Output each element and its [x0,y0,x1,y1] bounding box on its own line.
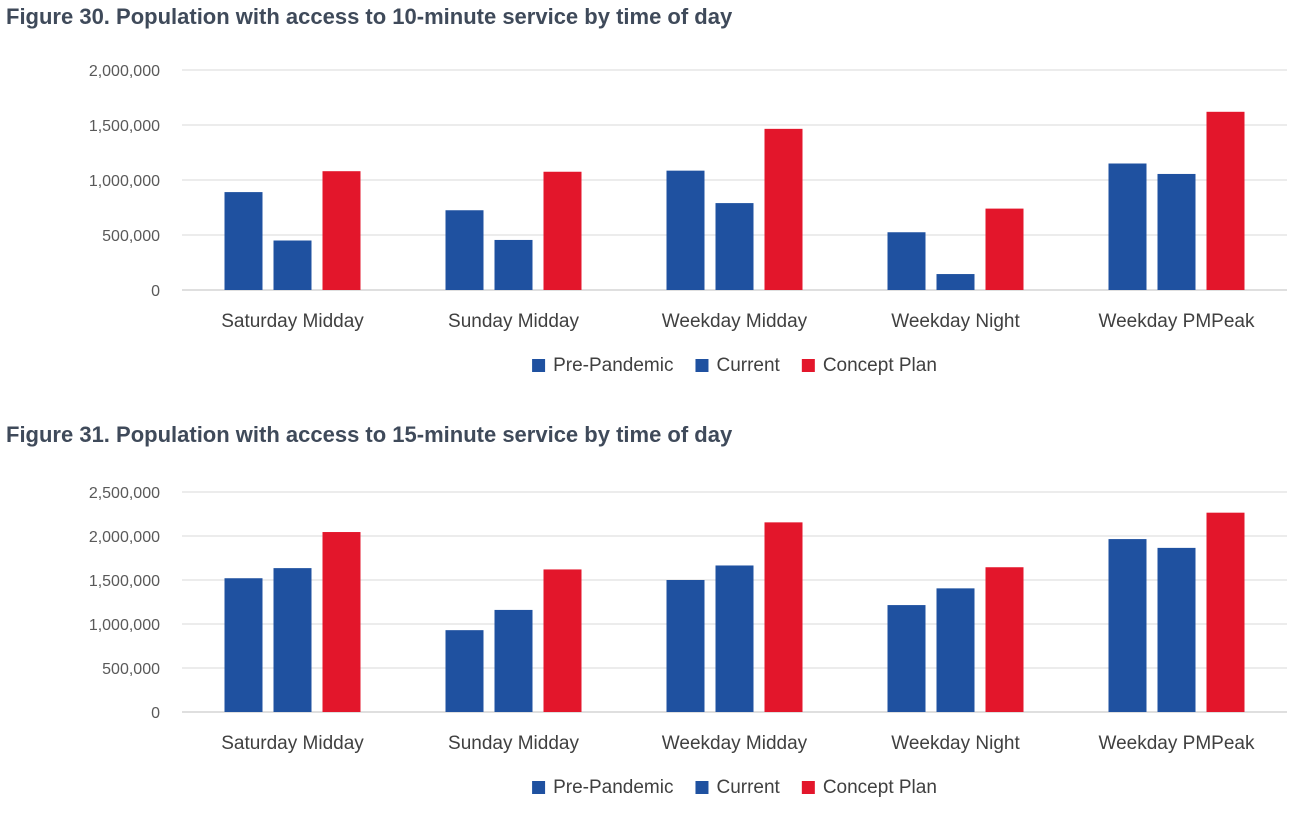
legend-swatch-current [695,359,709,372]
bar-current-weekday-night [936,274,975,290]
bar-current-weekday-midday [715,565,754,712]
bar-current-weekday-pmpeak [1157,547,1196,712]
x-category-label: Sunday Midday [448,311,579,332]
y-tick-label: 0 [151,283,160,300]
bar-concept-plan-saturday-midday [322,171,361,290]
figure-31-title: Figure 31. Population with access to 15-… [6,422,733,447]
y-tick-label: 2,000,000 [89,529,160,546]
legend-swatch-current [695,781,709,794]
bar-current-saturday-midday [273,240,312,290]
legend-swatch-pre-pandemic [532,359,546,372]
figure-31-bar-chart: 0 500,000 1,000,000 1,500,000 2,000,000 2,500… [89,485,1287,798]
bar-concept-plan-weekday-pmpeak [1206,111,1245,290]
bar-pre-pandemic-weekday-midday [666,170,705,290]
bar-concept-plan-weekday-night [985,208,1024,290]
legend-label-concept-plan: Concept Plan [823,355,937,376]
y-tick-label: 500,000 [102,228,160,245]
bar-concept-plan-weekday-midday [764,128,803,290]
bar-current-saturday-midday [273,568,312,712]
bar-concept-plan-weekday-night [985,567,1024,712]
bar-concept-plan-saturday-midday [322,532,361,712]
legend-label-pre-pandemic: Pre-Pandemic [553,777,673,798]
bar-current-sunday-midday [494,609,533,712]
bar-current-weekday-night [936,588,975,712]
bar-current-weekday-midday [715,203,754,290]
x-category-label: Saturday Midday [221,311,364,332]
bar-pre-pandemic-weekday-midday [666,580,705,712]
y-tick-label: 500,000 [102,661,160,678]
bar-pre-pandemic-weekday-pmpeak [1108,539,1147,712]
bar-pre-pandemic-weekday-pmpeak [1108,163,1147,290]
x-category-label: Weekday Night [891,311,1020,332]
legend-label-pre-pandemic: Pre-Pandemic [553,355,673,376]
bar-pre-pandemic-sunday-midday [445,210,484,290]
bar-pre-pandemic-sunday-midday [445,630,484,712]
bar-concept-plan-sunday-midday [543,569,582,712]
bar-concept-plan-weekday-midday [764,522,803,712]
y-tick-label: 1,500,000 [89,573,160,590]
y-tick-label: 2,500,000 [89,485,160,502]
bar-concept-plan-sunday-midday [543,171,582,290]
figure-30-bar-chart: 0 500,000 1,000,000 1,500,000 2,000,000 Satur… [89,63,1287,376]
x-category-label: Weekday Midday [662,311,808,332]
bar-pre-pandemic-saturday-midday [224,578,263,712]
bar-pre-pandemic-weekday-night [887,232,926,290]
y-tick-label: 1,000,000 [89,617,160,634]
legend-label-current: Current [716,355,780,376]
bar-current-sunday-midday [494,239,533,290]
bar-concept-plan-weekday-pmpeak [1206,512,1245,712]
figure-30-title: Figure 30. Population with access to 10-… [6,4,733,29]
x-category-label: Weekday PMPeak [1099,311,1255,332]
legend-swatch-concept-plan [801,359,815,372]
x-category-label: Sunday Midday [448,733,579,754]
x-category-label: Weekday Midday [662,733,808,754]
x-category-label: Weekday Night [891,733,1020,754]
legend-label-current: Current [716,777,780,798]
bar-pre-pandemic-weekday-night [887,605,926,712]
bar-current-weekday-pmpeak [1157,173,1196,290]
y-tick-label: 0 [151,705,160,722]
legend-swatch-concept-plan [801,781,815,794]
x-category-label: Saturday Midday [221,733,364,754]
legend-label-concept-plan: Concept Plan [823,777,937,798]
bar-pre-pandemic-saturday-midday [224,192,263,290]
y-tick-label: 1,000,000 [89,173,160,190]
y-tick-label: 1,500,000 [89,118,160,135]
legend-swatch-pre-pandemic [532,781,546,794]
x-category-label: Weekday PMPeak [1099,733,1255,754]
y-tick-label: 2,000,000 [89,63,160,80]
